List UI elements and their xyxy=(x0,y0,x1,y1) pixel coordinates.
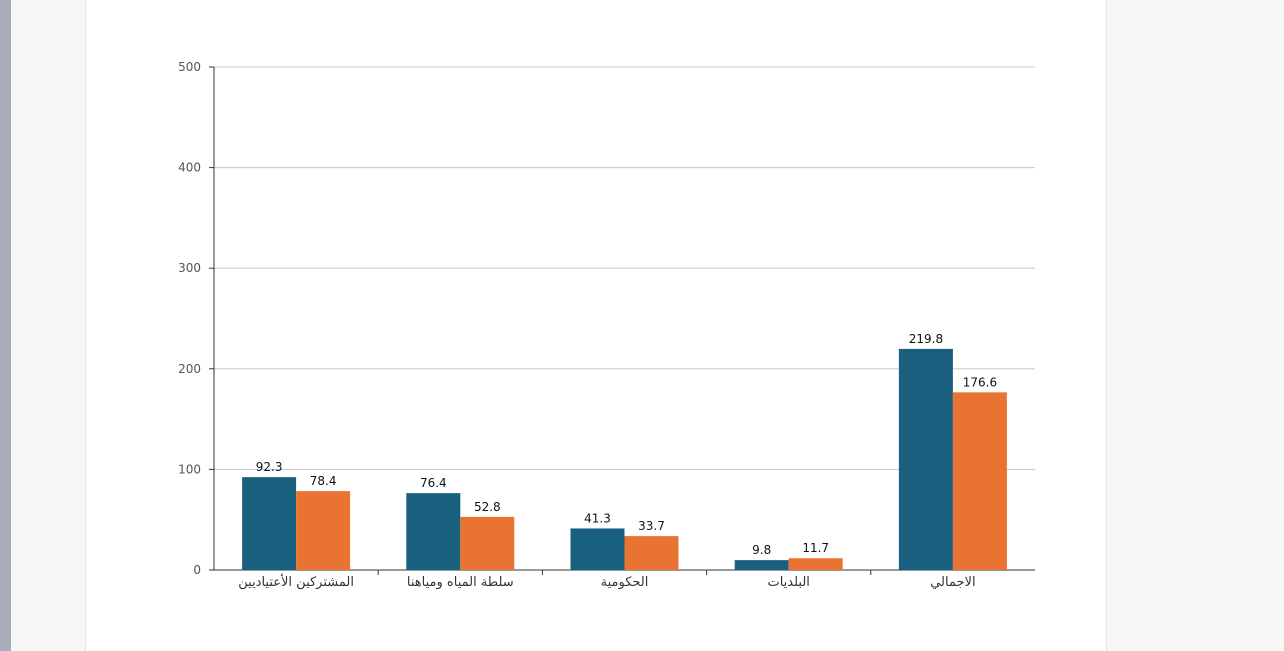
y-tick-label: 500 xyxy=(178,60,201,74)
y-tick-label: 100 xyxy=(178,462,201,476)
x-category-label: الحكومية xyxy=(601,575,649,590)
bar-series-1-5 xyxy=(898,348,953,570)
gridlines xyxy=(214,66,1035,470)
data-label: 76.4 xyxy=(420,476,447,490)
bars xyxy=(242,348,1007,570)
data-label: 176.6 xyxy=(963,375,997,389)
bar-series-1-2 xyxy=(406,493,461,570)
bar-series-1-4 xyxy=(734,560,789,570)
bar-series-1-3 xyxy=(570,528,625,570)
data-label: 11.7 xyxy=(802,541,829,555)
bar-series-2-2 xyxy=(460,516,515,570)
bar-series-2-4 xyxy=(788,558,843,570)
data-label: 92.3 xyxy=(256,460,283,474)
x-category-label: الاجمالي xyxy=(930,575,975,590)
y-tick-label: 400 xyxy=(178,161,201,175)
x-category-label: البلديات xyxy=(767,575,809,590)
x-category-label: سلطة المياه ومياهنا xyxy=(407,575,514,590)
bar-series-2-5 xyxy=(952,392,1007,570)
data-label: 41.3 xyxy=(584,511,611,525)
data-label: 78.4 xyxy=(310,474,337,488)
y-tick-label: 200 xyxy=(178,362,201,376)
window-edge-strip xyxy=(0,0,11,651)
bar-series-2-3 xyxy=(624,536,679,570)
bar-series-2-1 xyxy=(296,491,351,570)
x-category-label: المشتركين الأعتياديين xyxy=(238,573,354,590)
data-label: 33.7 xyxy=(638,519,665,533)
data-label: 219.8 xyxy=(909,332,943,346)
y-tick-label: 0 xyxy=(193,563,201,577)
labels: 0 100 200 300 400 500 92.3 78.4 المشتركين الأعتي… xyxy=(178,60,997,590)
data-label: 52.8 xyxy=(474,500,501,514)
data-label: 9.8 xyxy=(752,543,771,557)
y-tick-label: 300 xyxy=(178,261,201,275)
bar-series-1-1 xyxy=(242,477,297,570)
